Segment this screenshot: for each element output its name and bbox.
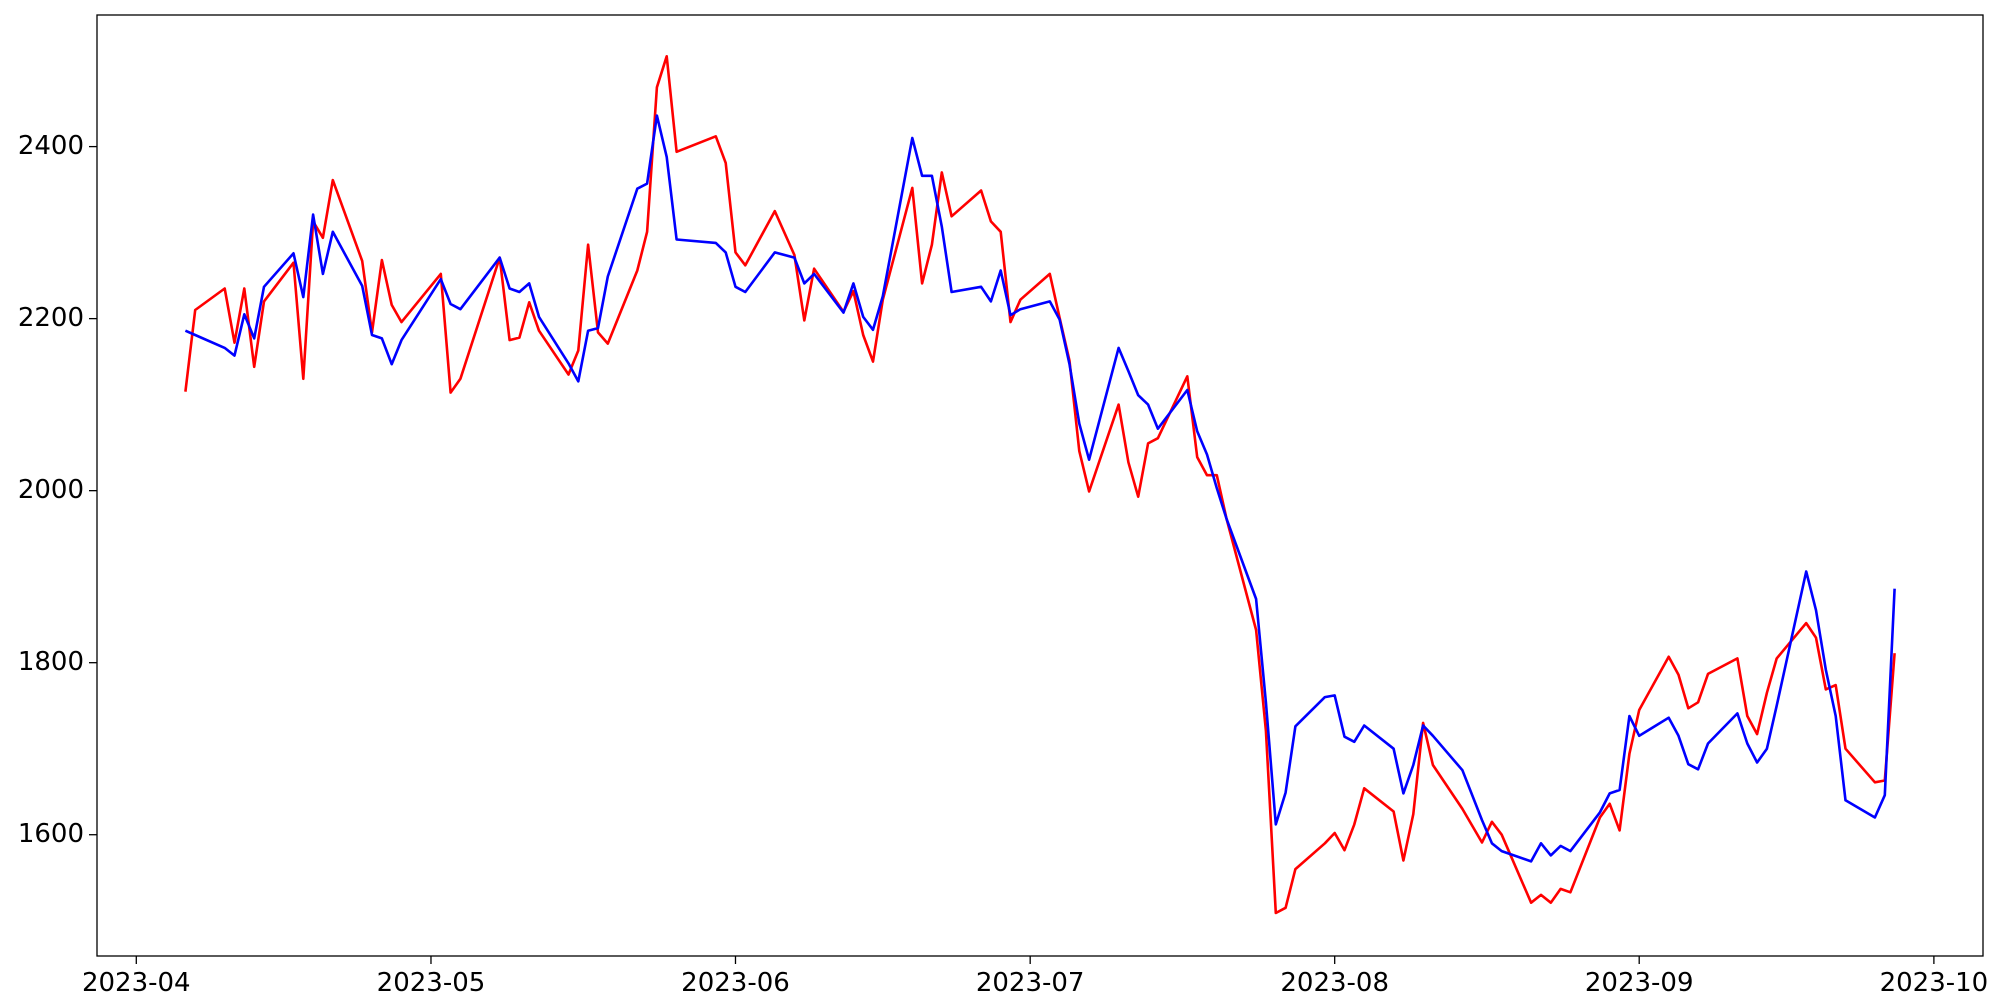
x-tick-label: 2023-07: [976, 968, 1085, 998]
x-tick-label: 2023-09: [1585, 968, 1694, 998]
x-tick-label: 2023-10: [1880, 968, 1989, 998]
y-tick-label: 2200: [18, 303, 84, 333]
x-tick-label: 2023-05: [377, 968, 486, 998]
x-tick-label: 2023-04: [82, 968, 191, 998]
series-line: [184, 55, 1896, 915]
plot-frame: [96, 14, 1984, 957]
y-tick-label: 2400: [18, 131, 84, 161]
x-tick-label: 2023-08: [1280, 968, 1389, 998]
y-tick-label: 2000: [18, 475, 84, 505]
x-tick-label: 2023-06: [681, 968, 790, 998]
series-line: [184, 114, 1896, 863]
y-tick-label: 1800: [18, 647, 84, 677]
y-tick-label: 1600: [18, 819, 84, 849]
